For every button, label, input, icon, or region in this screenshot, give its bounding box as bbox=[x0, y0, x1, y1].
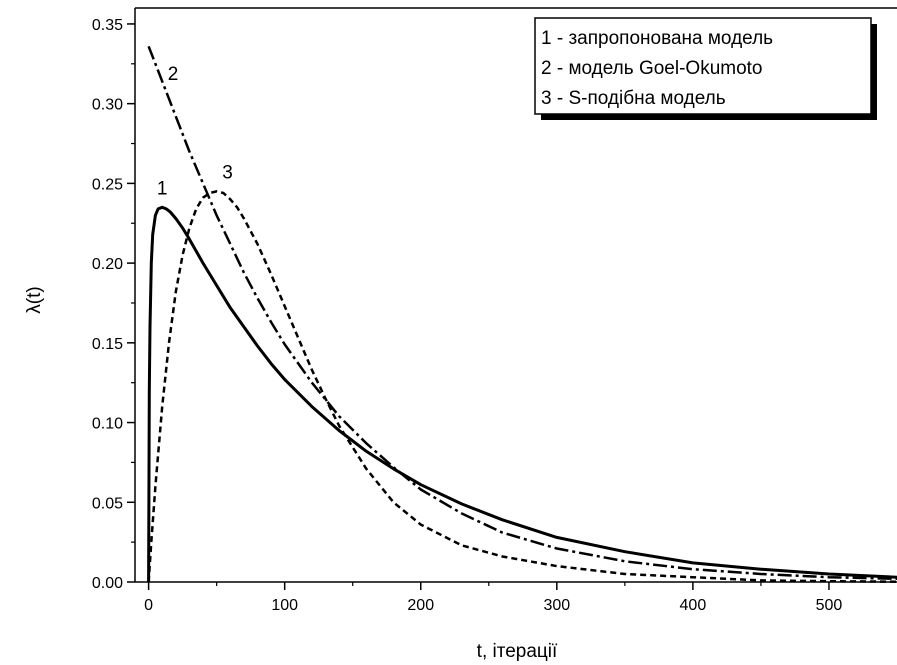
legend: 1 - запропонована модель 2 - модель Goel… bbox=[534, 17, 877, 120]
y-tick-label: 0.10 bbox=[92, 416, 123, 433]
curve-label-3: 3 bbox=[222, 163, 233, 184]
curve-label-2: 2 bbox=[168, 64, 179, 85]
x-tick-label: 400 bbox=[680, 597, 707, 614]
curves bbox=[147, 45, 897, 583]
x-tick-label: 200 bbox=[407, 597, 434, 614]
y-axis-label: λ(t) bbox=[24, 286, 45, 313]
y-tick-label: 0.25 bbox=[92, 176, 123, 193]
y-tick-label: 0.35 bbox=[92, 17, 123, 34]
legend-entry-1: 1 - запропонована модель bbox=[541, 28, 773, 49]
series-1-line bbox=[147, 205, 897, 583]
y-tick-label: 0.20 bbox=[92, 256, 123, 273]
x-tick-label: 100 bbox=[271, 597, 298, 614]
series-2-line bbox=[147, 45, 897, 581]
legend-entry-3: 3 - S-подібна модель bbox=[541, 88, 726, 109]
x-tick-label: 0 bbox=[144, 597, 153, 614]
x-axis-label: t, ітерації bbox=[477, 641, 558, 662]
legend-entry-2: 2 - модель Goel-Okumoto bbox=[541, 58, 763, 79]
legend-box bbox=[534, 17, 872, 115]
x-tick-label: 300 bbox=[543, 597, 570, 614]
y-tick-label: 0.30 bbox=[92, 97, 123, 114]
y-tick-label: 0.05 bbox=[92, 495, 123, 512]
ticks: 0 100 200 300 400 500 0.00 0.05 0.10 0.15 0.20 0.25… bbox=[92, 17, 843, 614]
curve-label-1: 1 bbox=[157, 179, 168, 200]
curve-labels: 1 2 3 bbox=[157, 64, 233, 200]
x-tick-label: 500 bbox=[816, 597, 843, 614]
y-tick-label: 0.00 bbox=[92, 575, 123, 592]
series-3-line bbox=[147, 190, 897, 583]
y-tick-label: 0.15 bbox=[92, 336, 123, 353]
